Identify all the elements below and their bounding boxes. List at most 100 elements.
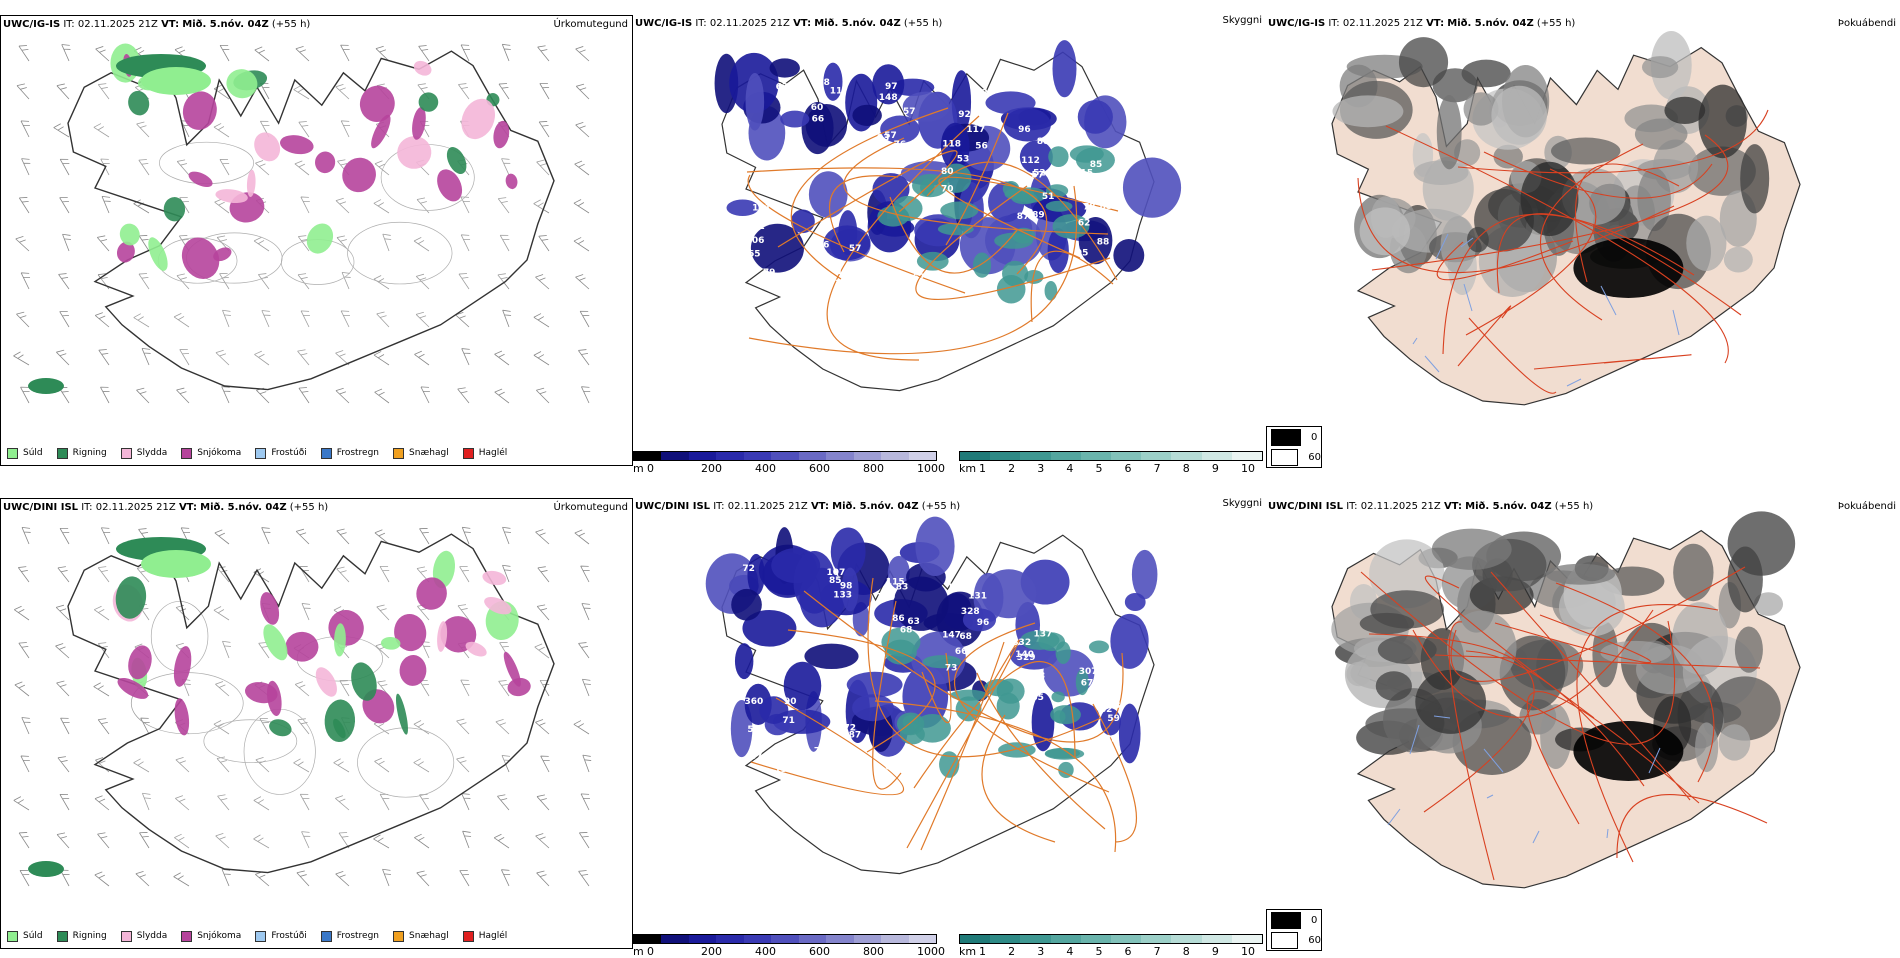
cloudbase-label: 76 [894,140,907,150]
fog-legend-label: 60 [1308,451,1321,463]
cloudbase-label: 89 [829,760,842,770]
colorbar-segment [743,935,772,943]
cloudbase-label: 156 [811,241,830,251]
cloudbase-label: 93 [1108,701,1121,711]
iceland-coastline [67,50,555,391]
panel-title: Úrkomutegund [553,19,628,30]
panel-header: UWC/DINI ISL IT: 02.11.2025 21Z VT: Mið.… [3,502,328,513]
colorbar-unit: km [959,945,977,958]
cloudbase-label: 60 [811,103,824,113]
cloudbase-label: 68 [959,632,972,642]
header-lead: (+55 h) [903,18,943,29]
header-lead: (+55 h) [921,501,961,512]
colorbar-segment [853,935,882,943]
legend-item: Frostregn [320,447,379,459]
cloudbase-label: 51 [1042,192,1055,202]
cloudbase-label: 68 [900,625,913,635]
fog-legend-item: 0 [1267,427,1321,447]
colorbar-segment [1231,452,1263,460]
panel-title: Þokuábendi [1837,18,1896,29]
colorbar-segment [1020,935,1051,943]
colorbar-tick: 10 [1241,462,1255,475]
legend-item: Frostúði [255,447,307,459]
cloudbase-label: 328 [961,607,980,617]
legend-swatch [462,447,474,459]
cloudbase-label: 117 [966,125,985,135]
road-network [1360,566,1768,881]
fog-indicator-panel: UWC/IG-IS IT: 02.11.2025 21Z VT: Mið. 5.… [1266,15,1900,468]
colorbar-tick: 6 [1124,462,1132,475]
colorbar-segment [1111,935,1142,943]
cloudbase-label: 329 [1017,653,1036,663]
cloudbase-label: 94 [1099,661,1112,671]
cloudbase-label: 59 [1107,714,1120,724]
fog-map [1331,511,1801,889]
header-it-label: IT: [63,19,75,30]
colorbar-tick: 1000 [917,945,945,958]
header-it-label: IT: [1346,501,1358,512]
colorbar-tick: 10 [1241,945,1255,958]
colorbar-segment [826,452,854,460]
panel-title: Skyggni [1222,15,1262,26]
header-lead: (+55 h) [1536,18,1576,29]
legend-label: Frostregn [336,931,380,941]
cloudbase-label: 92 [958,110,971,120]
header-it-value: 02.11.2025 21Z [95,502,176,513]
legend-item: Frostúði [255,930,307,942]
header-vt-label: VT: [1426,18,1445,29]
cloudbase-label: 66 [812,114,825,124]
colorbar-segment [771,935,799,943]
panel-header: UWC/DINI ISL IT: 02.11.2025 21Z VT: Mið.… [635,501,960,512]
header-it-label: IT: [81,502,93,513]
colorbar-tick: 200 [701,462,722,475]
cloudbase-label: 56 [975,141,988,151]
colorbar-tick: 7 [1153,462,1161,475]
legend-swatch [120,447,132,459]
visibility-colorbar: km 1 2 3 4 5 6 7 8 9 10 [959,934,1263,958]
rivers [1412,233,1680,387]
cloudbase-label: 85 [910,751,923,761]
legend-label: Súld [23,448,43,458]
header-it-label: IT: [1328,18,1340,29]
legend-label: Haglél [478,448,508,458]
header-it-value: 02.11.2025 21Z [1360,501,1441,512]
fog-legend-swatch [1271,911,1301,929]
panel-title: Úrkomutegund [553,502,628,513]
legend-swatch [320,930,332,942]
cloudbase-label: 53 [957,154,970,164]
cloudbase-label: 158 [743,219,762,229]
fog-legend-swatch [1271,428,1301,446]
colorbar-tick: 1000 [917,462,945,475]
cloudbase-label: 106 [746,236,765,246]
cloudbase-label: 86 [1076,193,1089,203]
colorbar-tick: 800 [863,462,884,475]
cloudbase-label: 140 [1015,650,1034,660]
fog-legend-swatch [1271,931,1299,949]
colorbar-tick: 2 [1008,462,1016,475]
cloudbase-label: 115 [1074,169,1093,179]
colorbar-segment [1080,452,1112,460]
legend-label: Snæhagl [409,931,449,941]
header-vt-label: VT: [1443,501,1462,512]
colorbar-tick: 6 [1124,945,1132,958]
header-lead: (+55 h) [289,502,329,513]
colorbar-tick: 8 [1182,945,1190,958]
legend-label: Frostúði [271,448,307,458]
colorbar-tick: 1 [979,462,986,475]
colorbar-segment [1171,935,1202,943]
cloudbase-label: 97 [885,82,898,92]
cloudbase-label: 10 [947,583,960,593]
colorbar-segment [798,452,827,460]
cloudbase-label: 82 [752,222,765,232]
cloudbase-label: 70 [941,185,954,195]
panel-header: UWC/IG-IS IT: 02.11.2025 21Z VT: Mið. 5.… [3,19,310,30]
colorbar-segment [743,452,772,460]
colorbar-tick: 200 [701,945,722,958]
cloudbase-label: 87 [771,747,784,757]
header-vt-value: Mið. 5.nóv. 04Z [1447,18,1534,29]
cloudbase-label: 85 [1090,160,1103,170]
colorbar-segment [990,935,1021,943]
precip-legend: Súld Rigning Slydda Snjókoma Frostúði Frostre… [7,444,521,462]
cloudbase-label: 69 [1029,688,1042,698]
legend-swatch [181,930,193,942]
